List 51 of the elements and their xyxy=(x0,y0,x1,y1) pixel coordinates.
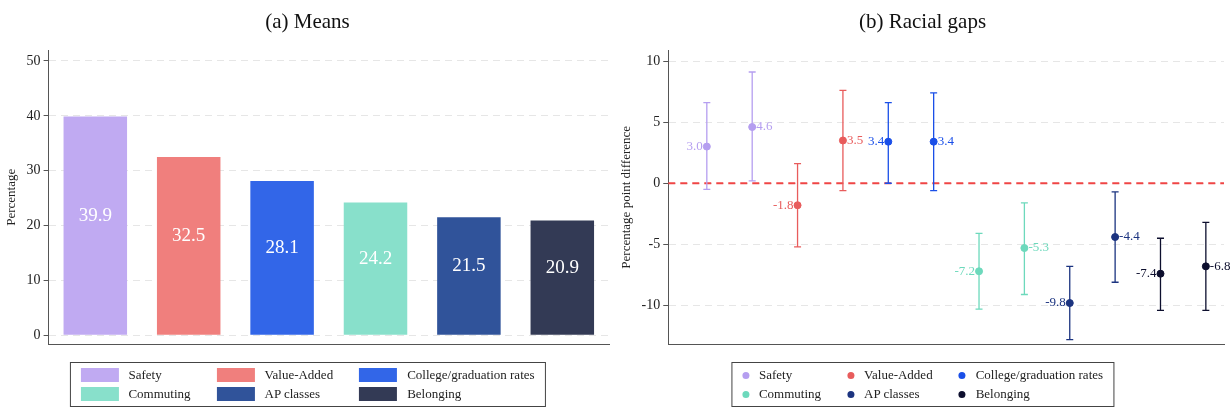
legend-label: Commuting xyxy=(128,386,191,402)
data-label: -4.4 xyxy=(1119,228,1141,244)
point xyxy=(702,142,711,151)
data-label: 32.5 xyxy=(172,223,206,245)
legend-label: Belonging xyxy=(407,386,462,402)
legend-label: Safety xyxy=(758,367,793,383)
point xyxy=(929,137,938,146)
data-label: 21.5 xyxy=(452,254,486,276)
legend-label: AP classes xyxy=(264,386,321,402)
y-tick-label: 50 xyxy=(26,52,41,68)
y-tick-label: 0 xyxy=(653,174,661,190)
legend-label: Safety xyxy=(128,367,162,383)
y-tick-label: -10 xyxy=(641,297,661,313)
y-axis-title: Percentage xyxy=(3,168,19,226)
legend-label: College/graduation rates xyxy=(975,367,1104,383)
chart-title: (a) Means xyxy=(264,8,351,35)
point xyxy=(793,201,802,210)
y-tick-label: 20 xyxy=(26,217,41,233)
y-tick-label: -5 xyxy=(648,236,661,252)
y-tick-label: 0 xyxy=(33,326,41,342)
point xyxy=(748,123,757,132)
data-label: 4.6 xyxy=(756,118,773,134)
data-label: 3.5 xyxy=(846,131,864,147)
legend-label: Commuting xyxy=(758,386,822,402)
data-label: 3.4 xyxy=(937,133,955,149)
y-tick-label: 30 xyxy=(26,162,41,178)
point xyxy=(1020,244,1029,253)
data-label: -7.4 xyxy=(1135,265,1157,281)
legend-label: College/graduation rates xyxy=(407,367,535,383)
y-axis-title: Percentage point difference xyxy=(618,125,634,269)
data-label: 39.9 xyxy=(78,203,112,225)
data-label: -7.2 xyxy=(954,262,976,278)
legend-label: Value-Added xyxy=(864,367,933,383)
y-tick-label: 10 xyxy=(26,272,41,288)
chart-title: (b) Racial gaps xyxy=(857,8,988,35)
legend-label: Value-Added xyxy=(264,367,334,383)
data-label: -9.8 xyxy=(1045,294,1066,310)
y-tick-label: 5 xyxy=(653,113,661,129)
legend-label: AP classes xyxy=(864,386,920,402)
y-tick-label: 40 xyxy=(26,107,41,123)
data-label: 24.2 xyxy=(358,246,393,268)
data-label: 3.4 xyxy=(868,133,885,149)
data-label: -6.8 xyxy=(1209,257,1231,273)
point xyxy=(1065,299,1074,308)
data-label: 3.0 xyxy=(686,137,703,153)
data-label: 20.9 xyxy=(545,255,579,277)
y-tick-label: 10 xyxy=(646,52,661,68)
legend-label: Belonging xyxy=(975,386,1030,402)
data-label: -5.3 xyxy=(1028,239,1049,255)
data-label: -1.8 xyxy=(772,196,794,212)
data-label: 28.1 xyxy=(265,235,299,257)
